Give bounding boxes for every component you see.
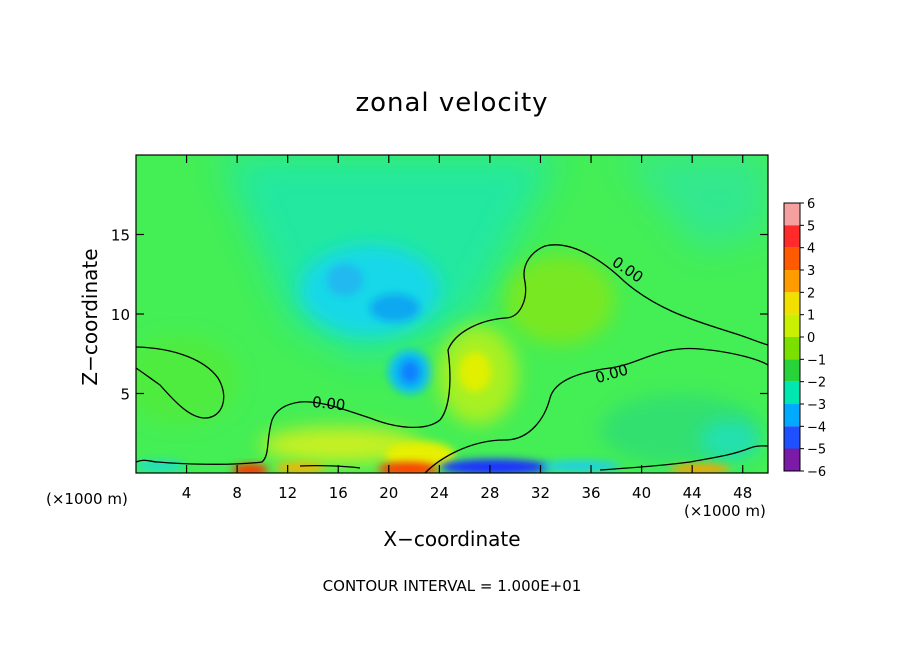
colorbar-swatch [784,270,800,293]
field-surface-teal [540,460,620,472]
field-surface-orange-right [670,464,730,473]
colorbar-swatch [784,381,800,404]
x-tick-label: 16 [329,484,348,502]
colorbar-swatch-bottom [784,448,800,471]
x-tick-label: 28 [480,484,499,502]
colorbar-label: −3 [807,398,826,413]
colorbar-label: −1 [807,353,826,368]
colorbar-swatch [784,426,800,449]
x-tick-label: 32 [531,484,550,502]
heatmap-field [136,155,768,473]
colorbar-label: −6 [807,465,826,480]
contour-right [424,347,768,473]
x-tick-label: 20 [379,484,398,502]
colorbar-swatch [784,203,800,226]
x-tick-label: 12 [278,484,297,502]
x-axis-unit-left: (×1000 m) [46,490,128,508]
contour-left-loop [136,346,225,419]
colorbar-swatch [784,314,800,337]
chart-title: zonal velocity [355,88,549,118]
colorbar-label: −5 [807,443,826,458]
colorbar-label: −4 [807,420,826,435]
contour-interval-note: CONTOUR INTERVAL = 1.000E+01 [322,577,582,595]
field-surface-blue [440,459,550,473]
field-neg-upper-core1 [370,294,420,322]
colorbar-label: 4 [807,242,815,257]
x-tick-label: 4 [182,484,192,502]
x-ticks: 4 8 12 16 20 24 28 32 36 40 44 48 [182,155,752,502]
y-tick-label: 10 [111,306,130,324]
x-tick-label: 24 [430,484,449,502]
colorbar-swatch [784,359,800,382]
y-tick-label: 5 [120,386,130,404]
field-lower-yellow [260,427,420,463]
contour-label-center: 0.00 [311,393,346,414]
y-ticks: 5 10 15 [111,227,768,404]
field-surface-red-center [378,462,438,473]
field-neg-upper-core2 [327,264,363,296]
x-axis-label: X−coordinate [383,527,521,551]
colorbar-swatch [784,337,800,360]
colorbar-swatch [784,404,800,427]
field-neg-mid-core [400,360,420,384]
x-axis-unit-right: (×1000 m) [684,502,766,520]
colorbar-label: 1 [807,309,815,324]
colorbar-label: 3 [807,264,815,279]
x-tick-label: 40 [632,484,651,502]
colorbar: 6 5 4 3 2 1 0 −1 −2 −3 −4 −5 −6 [783,197,826,480]
contour-bottom-left [299,464,361,469]
x-tick-label: 36 [581,484,600,502]
colorbar-label: −2 [807,376,826,391]
x-tick-label: 8 [232,484,242,502]
field-teal-right [620,155,768,250]
colorbar-swatch [784,292,800,315]
colorbar-label: 6 [807,197,815,212]
field-left-lower [136,335,240,425]
colorbar-label: 5 [807,219,815,234]
field-pos-center-core [459,352,491,392]
field-neg-upper [300,245,440,335]
contour-center [136,244,768,465]
contour-lines [136,244,768,473]
colorbar-label: 0 [807,331,815,346]
field-surface-orange [275,463,325,473]
x-tick-label: 44 [683,484,702,502]
y-tick-label: 15 [111,227,130,245]
field-pos-upper-right [505,255,615,345]
field-surface-red-left [232,464,268,473]
x-tick-label: 48 [733,484,752,502]
colorbar-swatch [784,247,800,270]
colorbar-label: 2 [807,286,815,301]
colorbar-swatch [784,225,800,248]
contour-bottom-right [599,445,768,471]
